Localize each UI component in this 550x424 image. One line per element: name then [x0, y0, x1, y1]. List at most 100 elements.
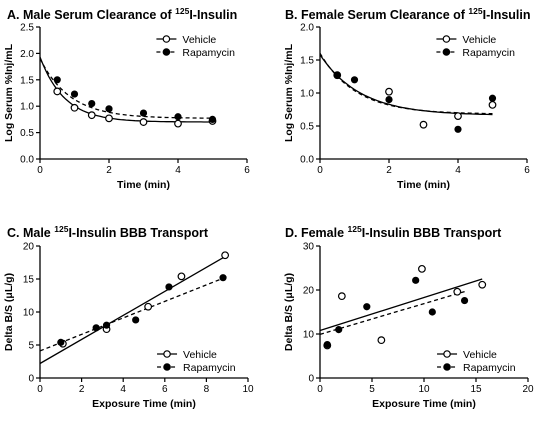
y-tick-label: 2.0: [20, 49, 34, 60]
panel-title: D. Female 125I-Insulin BBB Transport: [285, 224, 502, 240]
x-tick-label: 8: [204, 384, 210, 395]
data-point-vehicle: [419, 120, 428, 129]
x-tick-label: 6: [244, 165, 250, 176]
y-tick-label: 5: [28, 341, 34, 352]
y-axis-label: Log Serum %Inj/mL: [3, 43, 15, 142]
data-point-rapamycin: [139, 109, 148, 117]
y-tick-label: 1.0: [20, 102, 34, 113]
y-axis-label: Log Serum %Inj/mL: [283, 43, 295, 142]
x-tick-label: 10: [242, 384, 254, 395]
data-point-rapamycin: [105, 105, 113, 113]
legend-label-rapamycin: Rapamycin: [462, 47, 515, 59]
panel-title: C. Male 125I-Insulin BBB Transport: [7, 224, 209, 240]
data-point-vehicle: [174, 119, 182, 128]
x-tick-label: 4: [120, 384, 126, 395]
panel-title: A. Male Serum Clearance of 125I-Insulin: [7, 6, 237, 22]
legend-label-vehicle: Vehicle: [462, 34, 496, 46]
x-tick-label: 6: [524, 165, 530, 176]
x-axis-label: Exposure Time (min): [92, 398, 196, 410]
chart-panel-1: A. Male Serum Clearance of 125I-Insulin 0…: [3, 6, 250, 191]
fit-line-vehicle: [39, 56, 213, 123]
data-point-vehicle: [177, 272, 186, 281]
legend-label-vehicle: Vehicle: [182, 34, 216, 46]
panel-title-superscript: 125: [348, 224, 362, 234]
panel-title-main: B. Female Serum Clearance of: [285, 8, 468, 22]
data-point-vehicle: [418, 264, 426, 273]
data-point-rapamycin: [454, 125, 462, 133]
y-tick-label: 10: [23, 308, 35, 319]
chart-panel-2: B. Female Serum Clearance of 125I-Insuli…: [283, 6, 531, 191]
data-point-rapamycin: [385, 95, 393, 104]
x-tick-label: 20: [522, 384, 534, 395]
data-point-rapamycin: [460, 296, 469, 305]
data-point-rapamycin: [335, 326, 343, 334]
data-point-rapamycin: [412, 276, 420, 284]
x-tick-label: 2: [79, 384, 85, 395]
x-tick-label: 5: [369, 384, 375, 395]
data-point-vehicle: [221, 251, 230, 260]
y-tick-label: 0.5: [300, 122, 314, 133]
y-tick-label: 0.0: [300, 155, 314, 166]
x-tick-label: 15: [470, 384, 482, 395]
x-tick-label: 0: [37, 165, 43, 176]
y-tick-label: 2.5: [20, 23, 34, 34]
data-point-rapamycin: [363, 303, 371, 311]
x-axis-label: Exposure Time (min): [372, 398, 476, 410]
panel-title-superscript: 125: [468, 6, 482, 16]
x-tick-label: 4: [455, 165, 461, 176]
legend-marker-vehicle: [442, 35, 451, 43]
data-point-rapamycin: [208, 115, 217, 124]
panel-title-rest: I-Insulin: [189, 8, 237, 22]
legend-marker-vehicle: [163, 350, 171, 358]
fit-line-vehicle: [39, 256, 226, 365]
y-tick-label: 1.5: [20, 75, 34, 86]
data-point-rapamycin: [88, 99, 96, 108]
data-point-vehicle: [478, 280, 487, 289]
data-point-vehicle: [144, 302, 153, 311]
y-tick-label: 15: [23, 275, 35, 286]
legend-label-rapamycin: Rapamycin: [463, 362, 516, 374]
data-point-vehicle: [87, 111, 96, 120]
data-point-rapamycin: [323, 340, 331, 349]
data-point-vehicle: [139, 118, 148, 126]
data-point-rapamycin: [70, 90, 79, 98]
y-tick-label: 1.0: [300, 89, 314, 100]
y-tick-label: 20: [303, 286, 315, 297]
data-point-rapamycin: [350, 76, 359, 84]
x-tick-label: 6: [162, 384, 168, 395]
data-point-rapamycin: [53, 76, 61, 84]
legend-marker-rapamycin: [443, 363, 451, 371]
data-point-vehicle: [454, 112, 462, 120]
y-tick-label: 0: [308, 374, 314, 385]
y-tick-label: 0.0: [20, 155, 34, 166]
y-tick-label: 30: [303, 242, 315, 253]
x-tick-label: 0: [317, 384, 323, 395]
y-axis-label: Delta B/S (μL/g): [3, 273, 15, 351]
chart-panel-4: D. Female 125I-Insulin BBB Transport 0 5 10…: [283, 224, 534, 410]
data-point-rapamycin: [102, 321, 111, 329]
legend-marker-vehicle: [443, 350, 451, 358]
legend-label-vehicle: Vehicle: [183, 349, 217, 361]
legend-marker-rapamycin: [163, 363, 171, 371]
x-axis-label: Time (min): [397, 179, 450, 191]
data-point-rapamycin: [219, 274, 227, 282]
x-tick-label: 2: [106, 165, 112, 176]
data-point-rapamycin: [333, 71, 341, 79]
legend-label-rapamycin: Rapamycin: [183, 362, 236, 374]
x-tick-label: 10: [418, 384, 430, 395]
x-tick-label: 0: [37, 384, 43, 395]
panel-title-main: A. Male Serum Clearance of: [7, 8, 175, 22]
data-point-rapamycin: [488, 94, 497, 102]
legend-label-vehicle: Vehicle: [463, 349, 497, 361]
data-point-rapamycin: [132, 316, 140, 324]
chart-panel-3: C. Male 125I-Insulin BBB Transport 0 2 4 6 8 1…: [3, 224, 254, 410]
x-axis-label: Time (min): [117, 179, 170, 191]
data-point-vehicle: [105, 114, 113, 123]
y-tick-label: 10: [303, 330, 315, 341]
panel-title-rest: I-Insulin BBB Transport: [362, 226, 502, 240]
y-tick-label: 0: [28, 374, 34, 385]
panel-title-rest: I-Insulin BBB Transport: [68, 226, 208, 240]
x-tick-label: 4: [175, 165, 181, 176]
data-point-vehicle: [337, 292, 346, 301]
data-point-rapamycin: [174, 113, 182, 121]
